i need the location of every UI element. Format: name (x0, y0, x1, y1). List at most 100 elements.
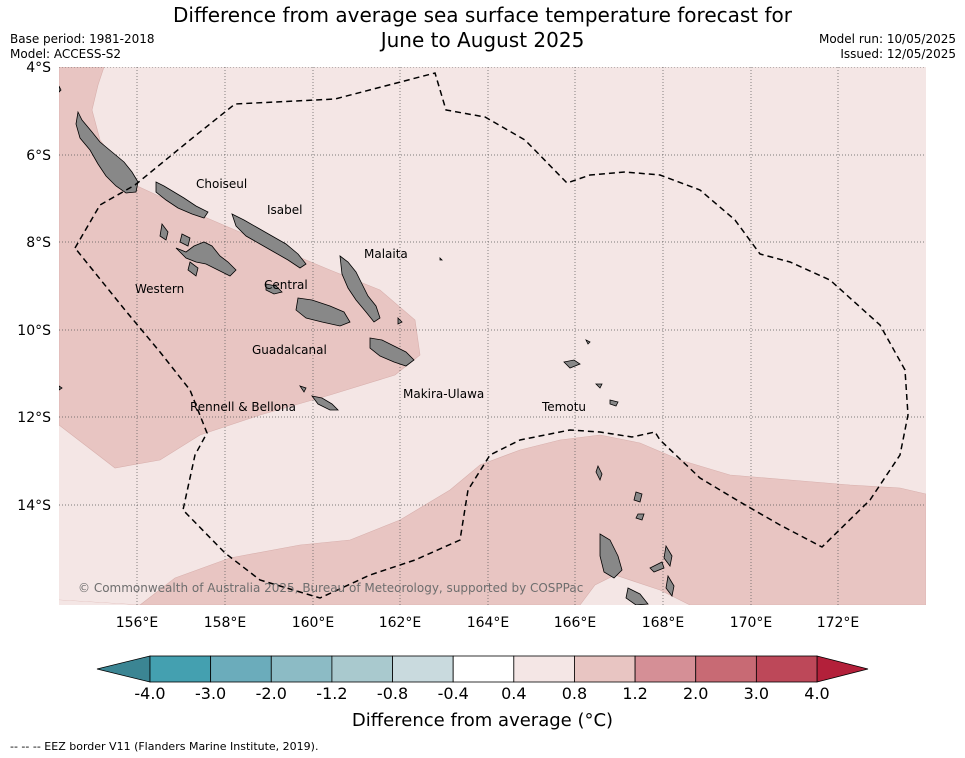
colorbar-tick-label: 0.8 (562, 684, 587, 703)
island-choiseul (155, 181, 209, 219)
province-labels: Choiseul Isabel Malaita Western Central … (135, 177, 586, 414)
lon-tick: 168°E (642, 615, 685, 631)
colorbar-bin (755, 655, 818, 683)
model-run-text: Model run: 10/05/2025 (818, 32, 956, 46)
colorbar-tick-label: 0.4 (501, 684, 526, 703)
base-period-text: Base period: 1981-2018 (10, 32, 155, 46)
lat-tick: 14°S (17, 498, 51, 514)
island-rennell (311, 395, 339, 411)
colorbar-bin (513, 655, 575, 683)
island-bougainville (75, 110, 139, 194)
lon-tick: 156°E (116, 615, 159, 631)
colorbar-tick-label: -1.2 (316, 684, 347, 703)
colorbar-bin (574, 655, 636, 683)
colorbar-bin (634, 655, 697, 683)
label-guadalcanal: Guadalcanal (252, 343, 327, 357)
island-malakula (625, 587, 649, 605)
colorbar-tick-label: -4.0 (134, 684, 165, 703)
run-info: Model run: 10/05/2025 Issued: 12/05/2025 (819, 32, 956, 62)
label-western: Western (135, 282, 184, 296)
colorbar-tick-label: -0.4 (438, 684, 469, 703)
colorbar-bin (270, 655, 333, 683)
lon-tick: 162°E (379, 615, 422, 631)
anomaly-band-0.8-1.2-west (59, 67, 421, 469)
colorbar: -4.0 -3.0 -2.0 -1.2 -0.8 -0.4 0.4 0.8 1.2 2.0 3.0 4… (96, 655, 869, 703)
eez-border (74, 72, 909, 599)
anomaly-band-0.4-0.8-pocket (59, 600, 140, 605)
map-title-line2: June to August 2025 (380, 28, 585, 52)
colorbar-title: Difference from average (°C) (351, 710, 614, 731)
lat-tick: 4°S (26, 60, 51, 76)
island-reef-islands (585, 339, 591, 345)
colorbar-tick-label: 2.0 (683, 684, 708, 703)
island-ambae (649, 561, 665, 573)
lon-axis: 156°E 158°E 160°E 162°E 164°E 166°E 168°… (116, 615, 860, 631)
label-central: Central (264, 278, 308, 292)
map-title-line1: Difference from average sea surface temp… (172, 3, 792, 27)
lon-tick: 158°E (204, 615, 247, 631)
label-malaita: Malaita (364, 247, 408, 261)
colorbar-bin (695, 655, 757, 683)
colorbar-bin (452, 655, 515, 683)
label-temotu: Temotu (541, 400, 586, 414)
lon-tick: 164°E (467, 615, 510, 631)
lon-tick: 172°E (817, 615, 860, 631)
island-sikaiana (439, 257, 443, 261)
lat-tick: 12°S (17, 410, 51, 426)
eez-legend-note: -- -- -- EEZ border V11 (Flanders Marine… (10, 740, 319, 753)
island-ureparapara (633, 491, 643, 503)
map-title: Difference from average sea surface temp… (0, 3, 965, 53)
colorbar-over-arrow (816, 655, 869, 683)
colorbar-tick-label: -2.0 (256, 684, 287, 703)
model-text: Model: ACCESS-S2 (10, 47, 122, 61)
island-malaita (339, 255, 381, 323)
island-torres (595, 464, 603, 482)
lat-axis: 4°S 6°S 8°S 10°S 12°S 14°S (17, 60, 51, 514)
island-guadalcanal (295, 297, 351, 327)
model-info: Base period: 1981-2018 Model: ACCESS-S2 (10, 32, 155, 62)
island-vanikoro (609, 399, 619, 407)
island-nukumanu (59, 85, 62, 93)
landmasses (59, 85, 675, 605)
copyright-notice: © Commonwealth of Australia 2025, Bureau… (78, 581, 583, 595)
colorbar-tick-label: 4.0 (804, 684, 829, 703)
island-isabel (231, 213, 307, 269)
island-nendo (563, 359, 581, 369)
colorbar-tick-label: -3.0 (195, 684, 226, 703)
label-makira-ulawa: Makira-Ulawa (403, 387, 484, 401)
island-pentecost (665, 574, 675, 597)
anomaly-fill-layer (59, 67, 926, 605)
island-utupua (595, 383, 603, 389)
label-isabel: Isabel (267, 203, 302, 217)
island-maewo (663, 544, 673, 567)
lat-tick: 6°S (26, 148, 51, 164)
colorbar-tick-label: 1.2 (622, 684, 647, 703)
label-rennell-bellona: Rennell & Bellona (190, 400, 296, 414)
island-kolombangara (179, 233, 191, 247)
island-makira (369, 337, 415, 367)
colorbar-bin (392, 655, 454, 683)
island-vella-lavella (159, 223, 169, 241)
lon-tick: 170°E (730, 615, 773, 631)
colorbar-bin (149, 655, 212, 683)
issued-text: Issued: 12/05/2025 (840, 47, 956, 61)
colorbar-bin (331, 655, 393, 683)
lon-tick: 160°E (292, 615, 335, 631)
anomaly-band-0.8-1.2-south (59, 434, 926, 605)
lat-tick: 10°S (17, 323, 51, 339)
island-banks (635, 513, 645, 521)
island-florida (265, 283, 283, 295)
label-choiseul: Choiseul (196, 177, 247, 191)
colorbar-under-arrow (96, 655, 151, 683)
colorbar-bins (149, 655, 818, 683)
island-bellona (299, 385, 307, 393)
colorbar-tick-label: 3.0 (744, 684, 769, 703)
island-espiritu-santo (599, 533, 623, 579)
island-rotuma-west (59, 385, 63, 391)
lat-tick: 8°S (26, 235, 51, 251)
colorbar-bin (210, 655, 272, 683)
island-ulawa (397, 317, 403, 325)
colorbar-labels: -4.0 -3.0 -2.0 -1.2 -0.8 -0.4 0.4 0.8 1.2 2.0 3.0 4… (134, 684, 829, 703)
island-new-georgia (175, 241, 237, 277)
